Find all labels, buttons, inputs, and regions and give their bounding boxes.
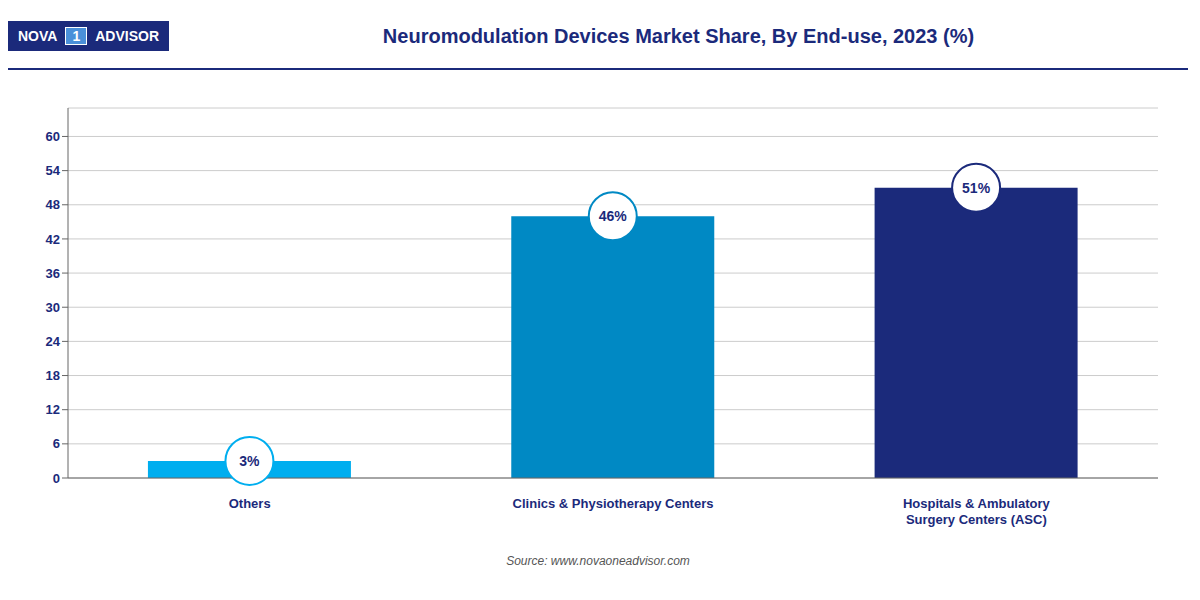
svg-text:6: 6 — [53, 436, 60, 451]
svg-text:30: 30 — [46, 300, 60, 315]
html-text:ADVISOR: ADVISOR — [95, 28, 159, 44]
svg-text:18: 18 — [46, 368, 60, 383]
html-text:Source: www.novaoneadvisor.com: Source: www.novaoneadvisor.com — [506, 554, 690, 568]
svg-text:0: 0 — [53, 471, 60, 486]
svg-text:3%: 3% — [239, 453, 260, 469]
svg-text:46%: 46% — [599, 208, 628, 224]
svg-text:24: 24 — [46, 334, 61, 349]
svg-text:Clinics & Physiotherapy Center: Clinics & Physiotherapy Centers — [513, 496, 714, 511]
svg-text:60: 60 — [46, 129, 60, 144]
svg-text:Others: Others — [229, 496, 271, 511]
svg-text:36: 36 — [46, 266, 60, 281]
svg-text:51%: 51% — [962, 180, 991, 196]
svg-text:Hospitals & AmbulatorySurgery: Hospitals & AmbulatorySurgery Centers (A… — [903, 496, 1051, 527]
html-text:1: 1 — [72, 28, 81, 44]
svg-text:48: 48 — [46, 197, 60, 212]
svg-text:42: 42 — [46, 232, 60, 247]
html-text:NOVA: NOVA — [18, 28, 58, 44]
html-text:Neuromodulation Devices Market: Neuromodulation Devices Market Share, By… — [382, 24, 975, 47]
svg-text:54: 54 — [46, 163, 61, 178]
svg-text:12: 12 — [46, 402, 60, 417]
